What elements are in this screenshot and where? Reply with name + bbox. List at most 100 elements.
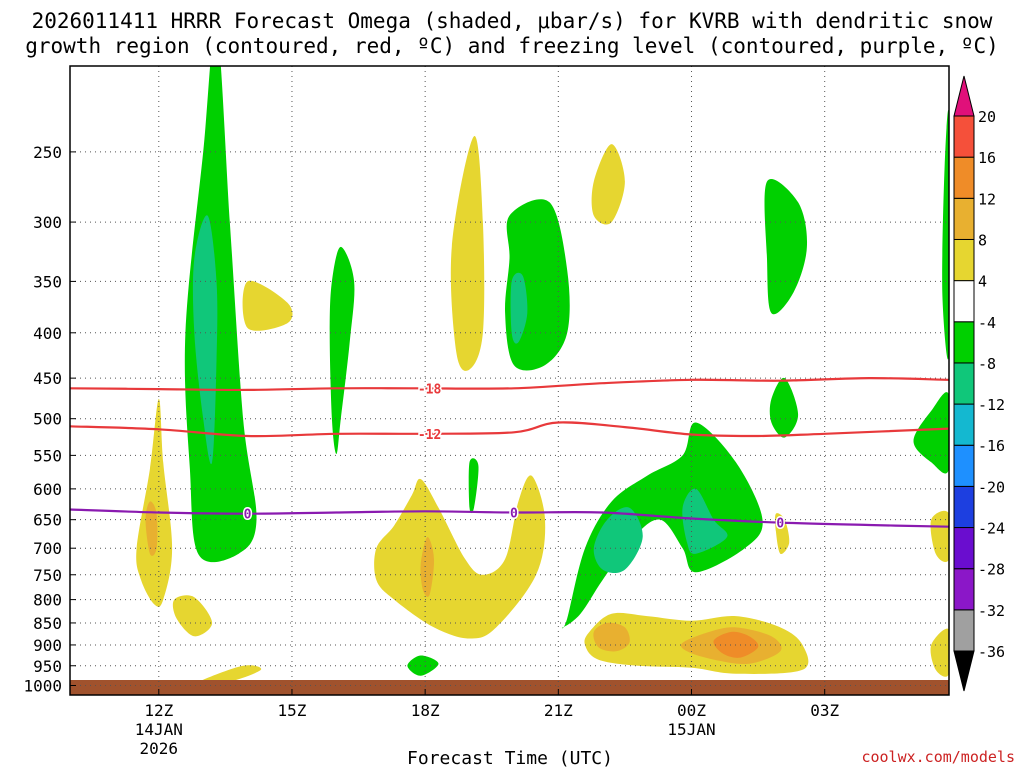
contour-dgz-top: [69, 376, 950, 392]
x-tick-year-12Z: 2026: [140, 739, 179, 758]
colorbar-label-20: 20: [978, 108, 996, 126]
omega-region-ascent-16z: [329, 246, 355, 454]
colorbar-label--20: -20: [978, 478, 1005, 496]
omega-region-ascent-0230z: [764, 178, 808, 315]
colorbar-label--16: -16: [978, 437, 1005, 455]
colorbar-box--36: [953, 609, 975, 652]
colorbar-label--8: -8: [978, 355, 996, 373]
x-tick-label-15Z: 15Z: [278, 701, 307, 720]
omega-region-subsidence-04z: [930, 510, 949, 562]
y-tick-label-900: 900: [33, 636, 62, 655]
omega-shading: [136, 66, 949, 683]
omega-region-subsidence-04z-sfc: [930, 628, 949, 677]
colorbar-box--8: [953, 321, 975, 364]
colorbar-label--4: -4: [978, 314, 996, 332]
colorbar-label-4: 4: [978, 273, 987, 291]
x-tick-label-00Z: 00Z: [677, 701, 706, 720]
colorbar-box--4: [953, 280, 975, 323]
contour-label-0: -18: [418, 382, 442, 397]
colorbar-over-arrow: [953, 75, 975, 117]
colorbar-under-arrow: [953, 650, 975, 692]
y-tick-label-850: 850: [33, 614, 62, 633]
colorbar: -36 -32 -28 -24 -20 -16 -12 -8 -4 4 8 12 16 20: [953, 75, 1005, 692]
colorbar-label--32: -32: [978, 602, 1005, 620]
omega-region-ascent-22z-core: [593, 507, 643, 574]
omega-region-ascent-1830z: [407, 655, 439, 676]
omega-region-ascent-19z-sliver: [468, 458, 479, 514]
colorbar-box--12: [953, 362, 975, 405]
surface-ground: [70, 680, 949, 695]
colorbar-label--24: -24: [978, 520, 1005, 538]
omega-region-ascent-12z-core: [192, 215, 218, 465]
y-tick-label-950: 950: [33, 657, 62, 676]
credit-link[interactable]: coolwx.com/models: [861, 748, 1015, 766]
omega-region-ascent-00z-core: [682, 488, 728, 554]
omega-region-subsidence-19z: [450, 135, 485, 371]
y-tick-label-300: 300: [33, 213, 62, 232]
omega-region-ascent-04z-low: [913, 392, 949, 474]
contour-dgz-bottom: [69, 421, 950, 438]
x-tick-label-21Z: 21Z: [544, 701, 573, 720]
y-tick-label-750: 750: [33, 566, 62, 585]
x-tick-label-18Z: 18Z: [411, 701, 440, 720]
omega-region-ascent-0230z-low: [769, 377, 799, 438]
colorbar-box--16: [953, 403, 975, 446]
contour-labels: -18 -12 0 0 0: [242, 381, 786, 533]
omega-region-subsidence-18z-20z: [374, 475, 546, 639]
contour-freezing-level: [69, 508, 950, 528]
omega-region-subsidence-22z: [591, 144, 625, 225]
y-tick-label-600: 600: [33, 480, 62, 499]
omega-region-ascent-04z: [942, 110, 949, 360]
colorbar-label-8: 8: [978, 231, 987, 249]
contour-label-4: 0: [776, 517, 784, 532]
colorbar-label--28: -28: [978, 561, 1005, 579]
omega-region-subsidence-18z-core: [420, 536, 435, 597]
omega-region-subsidence-12z: [136, 398, 173, 607]
y-tick-label-700: 700: [33, 539, 62, 558]
colorbar-box--24: [953, 485, 975, 529]
contour-label-1: -12: [418, 428, 441, 443]
colorbar-box-4: [953, 238, 975, 282]
contour-label-2: 0: [244, 508, 252, 523]
omega-region-ascent-20z-core: [510, 272, 528, 344]
colorbar-label--36: -36: [978, 643, 1005, 661]
contour-label-3: 0: [510, 507, 518, 522]
colorbar-box-12: [953, 156, 975, 199]
colorbar-label-16: 16: [978, 149, 996, 167]
colorbar-box--20: [953, 444, 975, 487]
y-tick-label-400: 400: [33, 324, 62, 343]
omega-region-subsidence-1230z: [172, 595, 213, 637]
y-tick-label-550: 550: [33, 446, 62, 465]
y-axis-ticks: 250 300 350 400 450 500 550 600 650 700 750 800 850 9…: [23, 143, 76, 695]
y-tick-label-450: 450: [33, 369, 62, 388]
x-tick-date-12Z: 14JAN: [135, 720, 183, 739]
y-tick-label-500: 500: [33, 410, 62, 429]
y-tick-label-250: 250: [33, 143, 62, 162]
terrain-band: [70, 680, 949, 695]
contour-lines: [69, 376, 950, 528]
y-tick-label-800: 800: [33, 591, 62, 610]
omega-region-subsidence-2230z-core: [593, 622, 630, 652]
colorbar-box--28: [953, 527, 975, 570]
x-tick-label-12Z: 12Z: [144, 701, 173, 720]
chart-title-line2: growth region (contoured, red, ºC) and f…: [25, 34, 999, 58]
omega-region-ascent-12z: [184, 66, 257, 563]
colorbar-label--12: -12: [978, 396, 1005, 414]
omega-region-ascent-21z-00z: [562, 422, 763, 629]
x-axis-title: Forecast Time (UTC): [407, 748, 613, 768]
omega-region-subsidence-1330z: [242, 280, 293, 331]
y-tick-label-1000: 1000: [23, 676, 62, 695]
omega-region-subsidence-12z-core: [145, 501, 158, 556]
omega-region-subsidence-13z-sfc: [198, 665, 262, 683]
chart-title-line1: 2026011411 HRRR Forecast Omega (shaded, …: [32, 9, 993, 33]
colorbar-label-12: 12: [978, 190, 996, 208]
colorbar-box--32: [953, 568, 975, 611]
plot-frame: [69, 65, 950, 696]
y-tick-label-650: 650: [33, 511, 62, 530]
colorbar-box-16: [953, 115, 975, 158]
y-tick-label-350: 350: [33, 272, 62, 291]
x-tick-date-00Z: 15JAN: [667, 720, 715, 739]
x-tick-label-03Z: 03Z: [810, 701, 839, 720]
